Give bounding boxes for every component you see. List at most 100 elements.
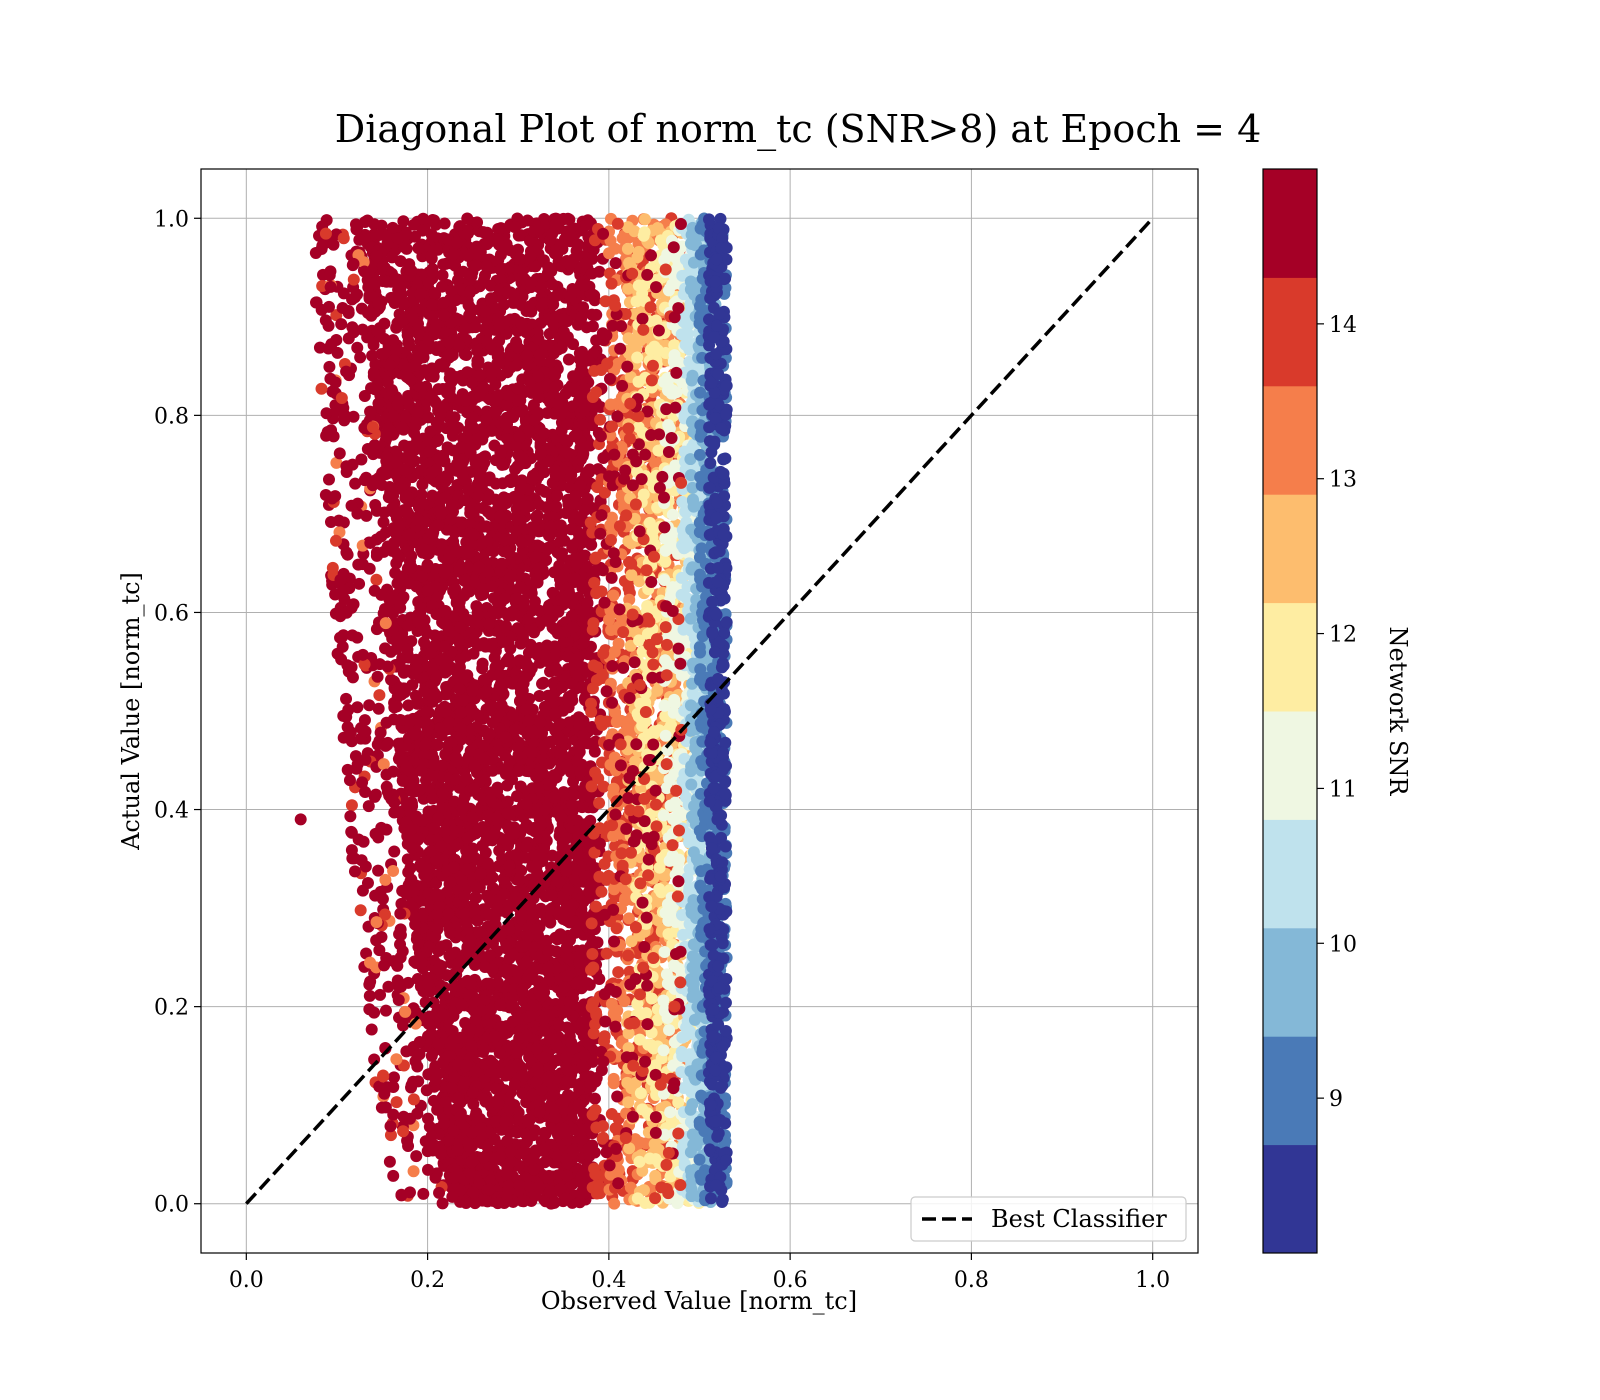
scatter-point [451, 1144, 464, 1157]
scatter-point [524, 250, 537, 263]
scatter-point [505, 999, 518, 1012]
scatter-point [574, 311, 587, 324]
scatter-point [545, 889, 558, 902]
scatter-point [458, 907, 471, 920]
scatter-point [562, 952, 575, 965]
scatter-point [482, 857, 495, 870]
scatter-point [556, 734, 569, 747]
scatter-point [487, 828, 500, 841]
scatter-point [554, 932, 567, 945]
scatter-point [447, 417, 460, 430]
scatter-point [571, 754, 584, 767]
scatter-point [397, 666, 410, 679]
scatter-point [438, 217, 451, 230]
scatter-point [445, 499, 458, 512]
scatter-point [524, 973, 537, 986]
scatter-point [438, 1117, 451, 1130]
scatter-point [493, 320, 506, 333]
scatter-point [402, 335, 415, 348]
scatter-point [525, 746, 538, 759]
scatter-point [567, 788, 580, 801]
scatter-point [400, 761, 413, 774]
scatter-point [566, 813, 579, 826]
scatter-point [454, 653, 467, 666]
scatter-point [577, 279, 590, 292]
scatter-point [405, 561, 418, 574]
scatter-point [479, 640, 492, 653]
scatter-point [560, 1005, 573, 1018]
scatter-point [447, 1171, 460, 1184]
scatter-point [588, 745, 601, 758]
scatter-point [566, 539, 579, 552]
scatter-point [402, 619, 415, 632]
scatter-point [497, 635, 510, 648]
scatter-point [451, 1058, 464, 1071]
scatter-point [549, 469, 562, 482]
scatter-point [431, 435, 444, 448]
scatter-point [577, 729, 590, 742]
scatter-point [511, 1046, 524, 1059]
scatter-point [445, 284, 458, 297]
scatter-point [510, 592, 523, 605]
scatter-point [516, 986, 529, 999]
scatter-point [550, 500, 563, 513]
scatter-point [559, 329, 572, 342]
scatter-point [447, 585, 460, 598]
scatter-point [441, 1050, 454, 1063]
scatter-point [485, 367, 498, 380]
scatter-point [454, 621, 467, 634]
scatter-point [499, 1115, 512, 1128]
scatter-point [588, 1092, 601, 1105]
scatter-point [533, 540, 546, 553]
scatter-point [433, 453, 446, 466]
scatter-point [491, 357, 504, 370]
scatter-point [412, 242, 425, 255]
scatter-point [467, 782, 480, 795]
scatter-point [425, 250, 438, 263]
scatter-point [467, 421, 480, 434]
scatter-point [561, 212, 574, 225]
scatter-point [560, 759, 573, 772]
scatter-point [400, 394, 413, 407]
scatter-point [434, 408, 447, 421]
scatter-point [455, 706, 468, 719]
scatter-point [533, 1105, 546, 1118]
scatter-point [466, 1126, 479, 1139]
scatter-point [455, 998, 468, 1011]
scatter-point [586, 320, 599, 333]
scatter-point [394, 255, 407, 268]
scatter-point [513, 458, 526, 471]
scatter-point [513, 1179, 526, 1192]
scatter-point [543, 757, 556, 770]
scatter-point [526, 473, 539, 486]
scatter-point [534, 818, 547, 831]
scatter-point [449, 773, 462, 786]
scatter-point [458, 890, 471, 903]
scatter-point [504, 1146, 517, 1159]
scatter-point [468, 759, 481, 772]
scatter-point [513, 430, 526, 443]
scatter-point [390, 633, 403, 646]
scatter-point [415, 381, 428, 394]
scatter-point [501, 1134, 514, 1147]
scatter-point [537, 676, 550, 689]
scatter-point [426, 489, 439, 502]
scatter-point [479, 305, 492, 318]
scatter-point [471, 720, 484, 733]
scatter-point [430, 671, 443, 684]
scatter-point [438, 309, 451, 322]
scatter-point [550, 289, 563, 302]
scatter-point [413, 783, 426, 796]
scatter-point [478, 1043, 491, 1056]
scatter-point [491, 1197, 504, 1210]
scatter-point [481, 1140, 494, 1153]
scatter-point [538, 803, 551, 816]
scatter-point [555, 408, 568, 421]
scatter-point [451, 1092, 464, 1105]
scatter-point [552, 397, 565, 410]
scatter-point [426, 266, 439, 279]
scatter-point [432, 963, 445, 976]
scatter-point [411, 349, 424, 362]
